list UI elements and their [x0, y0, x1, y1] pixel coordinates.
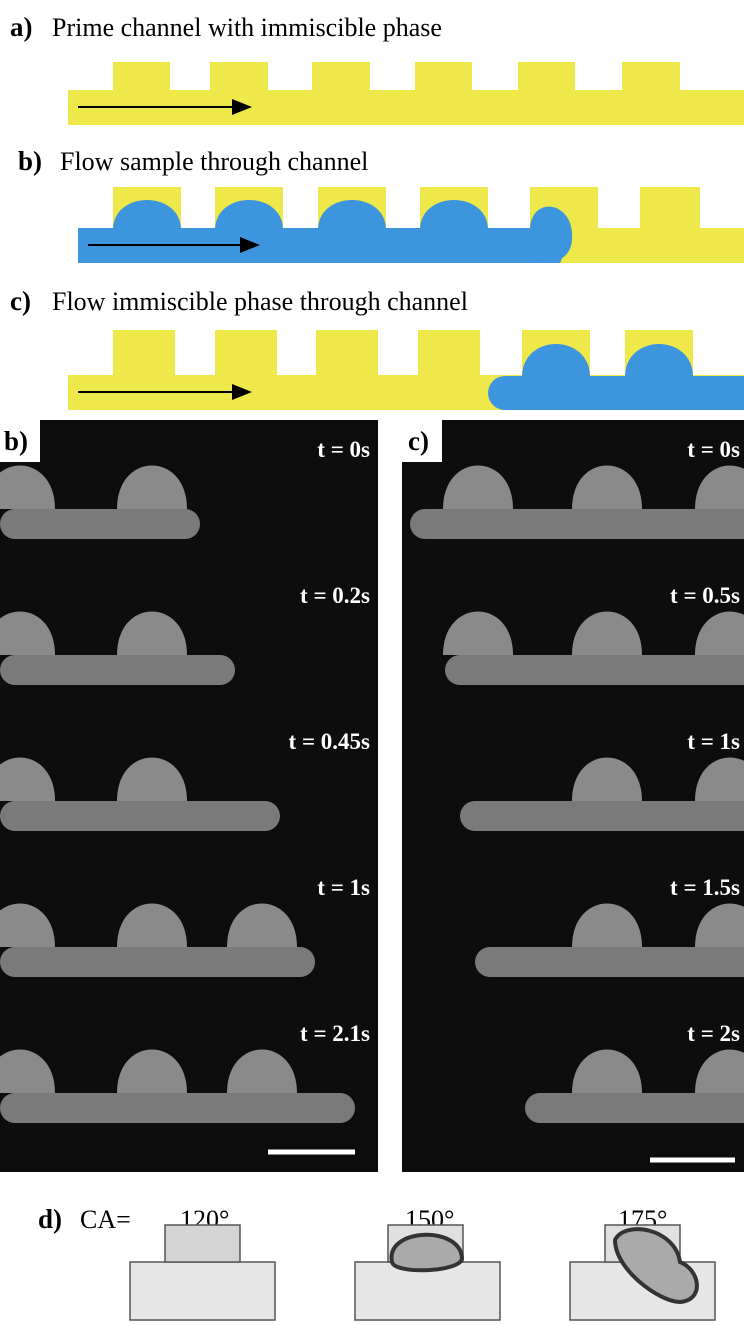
sample-bar	[0, 655, 235, 685]
time-label: t = 0.45s	[289, 729, 371, 754]
panel-label: b)	[18, 146, 42, 176]
sample-bar	[0, 947, 315, 977]
panel-label: d)	[38, 1204, 62, 1234]
sample-bar	[475, 947, 744, 977]
sample-bar	[0, 1093, 355, 1123]
ca-prefix: CA=	[80, 1205, 131, 1234]
time-label: t = 1s	[687, 729, 740, 754]
sample-bar	[410, 509, 744, 539]
sample-bar	[525, 1093, 744, 1123]
time-label: t = 0.2s	[300, 583, 370, 608]
sample-bar	[0, 509, 200, 539]
sample-bar	[0, 801, 280, 831]
panel-title: Flow immiscible phase through channel	[52, 287, 468, 316]
time-label: t = 0s	[317, 437, 370, 462]
time-label: t = 2s	[687, 1021, 740, 1046]
simulation	[130, 1225, 715, 1320]
panel-title: Flow sample through channel	[60, 147, 368, 176]
panel-label: a)	[10, 12, 33, 42]
time-label: t = 1.5s	[670, 875, 740, 900]
panel-label: b)	[4, 426, 28, 456]
panel-label: c)	[10, 286, 31, 316]
panel-title: Prime channel with immiscible phase	[52, 13, 442, 42]
time-label: t = 1s	[317, 875, 370, 900]
time-label: t = 2.1s	[300, 1021, 370, 1046]
time-label: t = 0.5s	[670, 583, 740, 608]
channel	[68, 62, 744, 125]
sample-bar	[460, 801, 744, 831]
panel-label: c)	[408, 426, 429, 456]
figure: a) Prime channel with immiscible phase b…	[0, 0, 744, 1325]
sample-bar	[445, 655, 744, 685]
time-label: t = 0s	[687, 437, 740, 462]
